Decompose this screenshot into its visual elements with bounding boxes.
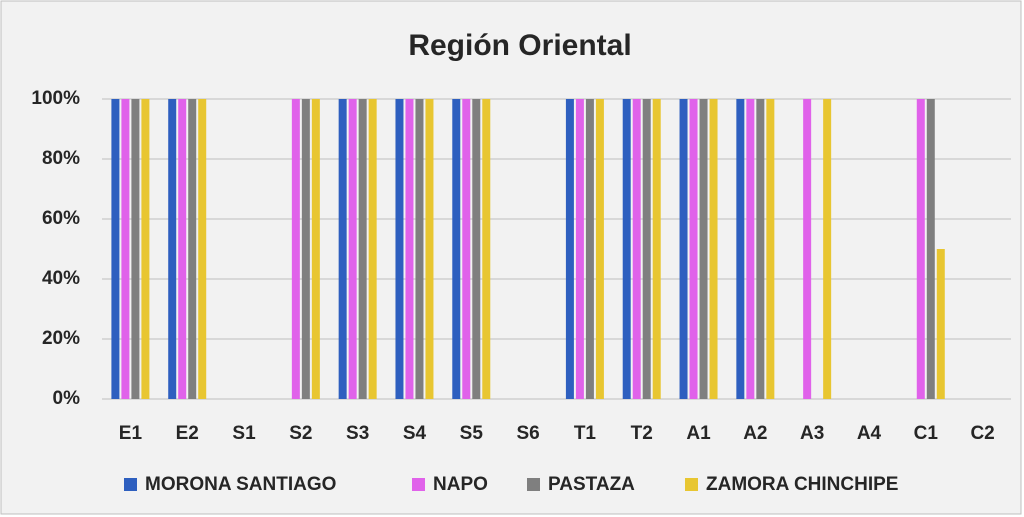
bar — [311, 99, 320, 399]
bar — [689, 99, 698, 399]
legend-swatch — [412, 478, 425, 491]
x-tick-label: C1 — [914, 423, 939, 444]
bar — [415, 99, 424, 399]
bar — [368, 99, 377, 399]
x-tick-label: S5 — [460, 423, 484, 444]
x-tick-label: S2 — [289, 423, 312, 444]
bar — [756, 99, 765, 399]
bar — [425, 99, 434, 399]
x-tick-label: T2 — [631, 423, 653, 444]
x-tick-label: C2 — [970, 423, 994, 444]
legend-label: PASTAZA — [548, 474, 635, 495]
y-tick-label: 80% — [42, 148, 80, 169]
y-tick-label: 60% — [42, 208, 80, 229]
bar — [709, 99, 718, 399]
bar — [585, 99, 594, 399]
bar — [405, 99, 414, 399]
bar — [916, 99, 925, 399]
bar — [565, 99, 574, 399]
bar — [746, 99, 755, 399]
bar — [188, 99, 197, 399]
y-tick-label: 0% — [53, 388, 81, 409]
x-tick-label: A3 — [800, 423, 824, 444]
y-tick-label: 20% — [42, 328, 80, 349]
bar — [198, 99, 207, 399]
legend-label: MORONA SANTIAGO — [145, 474, 336, 495]
x-tick-label: A4 — [857, 423, 882, 444]
x-tick-label: A2 — [743, 423, 767, 444]
legend-label: ZAMORA CHINCHIPE — [706, 474, 898, 495]
legend-swatch — [124, 478, 137, 491]
bar — [291, 99, 300, 399]
bar — [632, 99, 641, 399]
bar — [652, 99, 661, 399]
bar — [452, 99, 461, 399]
bar — [679, 99, 688, 399]
bar — [395, 99, 404, 399]
bar — [462, 99, 471, 399]
bar — [348, 99, 357, 399]
bar — [338, 99, 347, 399]
chart-title: Región Oriental — [408, 29, 631, 62]
bar — [595, 99, 604, 399]
bar — [141, 99, 150, 399]
bar — [472, 99, 481, 399]
bar — [111, 99, 120, 399]
bar — [121, 99, 130, 399]
bar — [482, 99, 491, 399]
legend-swatch — [527, 478, 540, 491]
bar — [131, 99, 140, 399]
x-tick-label: S6 — [516, 423, 539, 444]
bar — [301, 99, 310, 399]
bar — [642, 99, 651, 399]
x-tick-label: S1 — [232, 423, 256, 444]
bar — [936, 249, 945, 399]
x-tick-label: T1 — [574, 423, 597, 444]
y-tick-label: 100% — [31, 88, 80, 109]
x-tick-label: A1 — [686, 423, 711, 444]
legend-label: NAPO — [433, 474, 488, 495]
bar — [803, 99, 812, 399]
bar — [358, 99, 367, 399]
x-tick-label: E1 — [119, 423, 143, 444]
x-tick-label: E2 — [176, 423, 199, 444]
bar — [699, 99, 708, 399]
y-tick-label: 40% — [42, 268, 80, 289]
legend-swatch — [685, 478, 698, 491]
bar — [178, 99, 187, 399]
bar — [926, 99, 935, 399]
x-tick-label: S4 — [403, 423, 427, 444]
bar — [766, 99, 775, 399]
bar — [575, 99, 584, 399]
bar — [622, 99, 631, 399]
bar — [823, 99, 832, 399]
x-tick-label: S3 — [346, 423, 369, 444]
bar — [736, 99, 745, 399]
bar — [168, 99, 177, 399]
